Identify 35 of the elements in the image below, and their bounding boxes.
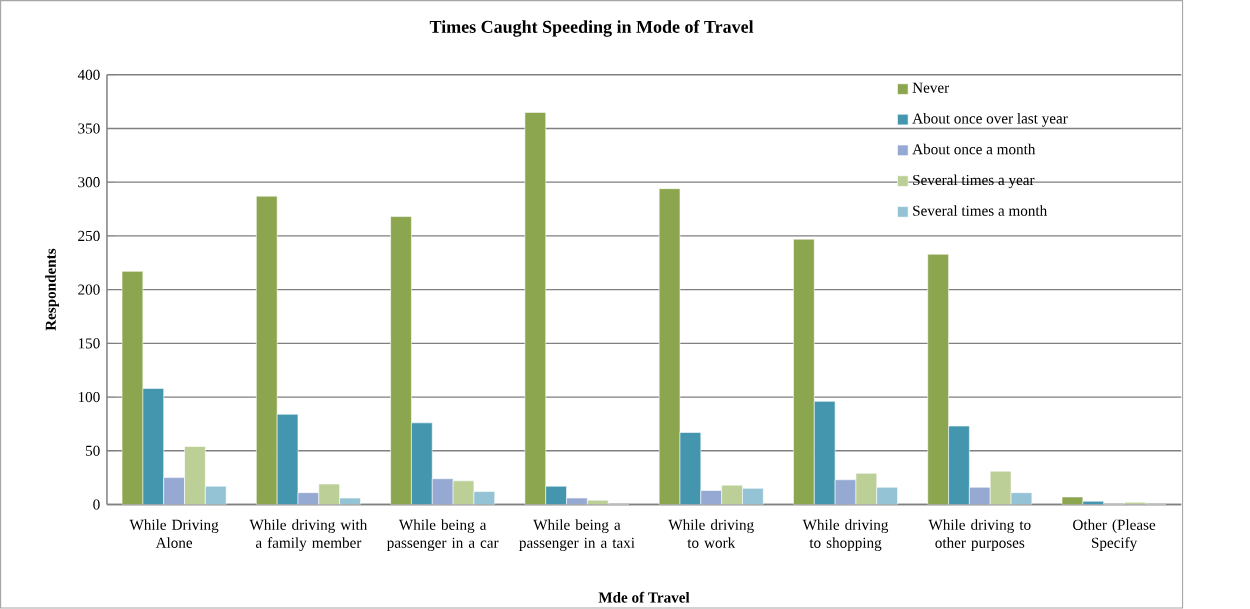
y-tick-label: 0	[93, 499, 100, 510]
legend-label: Several times a month	[913, 205, 1047, 216]
bar	[927, 253, 949, 505]
x-axis-title: Mde of Travel	[598, 591, 690, 603]
bar	[121, 271, 144, 505]
y-tick-label: 50	[86, 445, 100, 456]
y-tick-label: 250	[78, 230, 100, 242]
bar	[163, 477, 185, 505]
y-tick-label: 200	[78, 284, 100, 295]
legend-label: Never	[912, 82, 950, 93]
y-axis-title: Respondents	[45, 248, 59, 331]
legend-label: Several times a year	[913, 174, 1035, 189]
y-tick-label: 350	[78, 123, 100, 134]
bar	[793, 238, 815, 505]
legend-label: About once a month	[912, 143, 1036, 155]
bar	[390, 216, 412, 505]
x-tick-label: While driving to work	[668, 519, 754, 548]
y-tick-label: 400	[77, 69, 100, 80]
legend-label: About once over last year	[912, 112, 1068, 127]
y-tick-label: 300	[78, 177, 100, 188]
bar	[742, 488, 764, 505]
chart-title: Times Caught Speeding in Mode of Travel	[429, 20, 754, 37]
x-tick-label: While driving to shopping	[802, 519, 889, 552]
bar	[256, 195, 278, 505]
bar	[184, 446, 206, 505]
x-tick-label: While being a passenger in a car	[386, 519, 499, 552]
y-tick-label: 150	[78, 338, 100, 349]
x-tick-label: While driving with a family member	[249, 519, 368, 552]
x-tick-label: While being a passenger in a taxi	[519, 519, 635, 552]
bar	[524, 112, 547, 505]
x-tick-label: While driving to other purposes	[928, 519, 1031, 551]
x-tick-label: Other (Please Specify	[1073, 519, 1156, 552]
y-tick-label: 100	[78, 391, 100, 403]
bar	[658, 188, 681, 505]
x-tick-label: While Driving Alone	[129, 519, 219, 548]
